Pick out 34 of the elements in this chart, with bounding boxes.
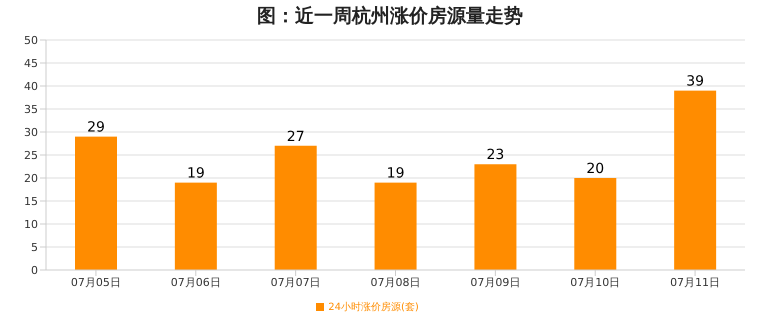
data-label: 39 (686, 74, 704, 90)
bar (75, 136, 117, 270)
y-tick-label: 45 (24, 56, 38, 70)
y-tick-label: 10 (24, 218, 38, 231)
y-tick-label: 50 (24, 34, 38, 47)
y-tick-label: 25 (24, 148, 38, 162)
x-tick-label: 07月08日 (370, 276, 420, 289)
x-tick-label: 07月07日 (270, 276, 321, 289)
chart-title: 图：近一周杭州涨价房源量走势 (256, 4, 524, 29)
x-tick-label: 07月10日 (570, 276, 620, 289)
data-label: 19 (186, 166, 205, 182)
y-tick-label: 0 (31, 264, 38, 277)
y-tick-label: 35 (24, 102, 38, 116)
data-label: 20 (586, 161, 604, 177)
legend-label: 24小时涨价房源(套) (328, 302, 419, 313)
x-tick-label: 07月11日 (670, 276, 720, 289)
bar (574, 178, 616, 270)
bar (374, 182, 417, 270)
y-tick-label: 20 (24, 172, 38, 185)
x-tick-label: 07月05日 (70, 276, 121, 289)
y-tick-label: 40 (24, 80, 38, 93)
data-label: 29 (87, 120, 105, 136)
bar (674, 90, 716, 270)
y-tick-label: 15 (24, 194, 38, 208)
x-tick-label: 07月06日 (170, 276, 221, 289)
y-tick-label: 5 (31, 240, 38, 254)
y-tick-label: 30 (24, 126, 38, 139)
bar (274, 146, 317, 270)
x-tick-label: 07月09日 (470, 276, 520, 289)
bar (474, 164, 516, 270)
data-label: 27 (286, 128, 305, 145)
bar (174, 182, 217, 270)
data-label: 19 (386, 166, 404, 182)
data-label: 23 (486, 147, 504, 164)
